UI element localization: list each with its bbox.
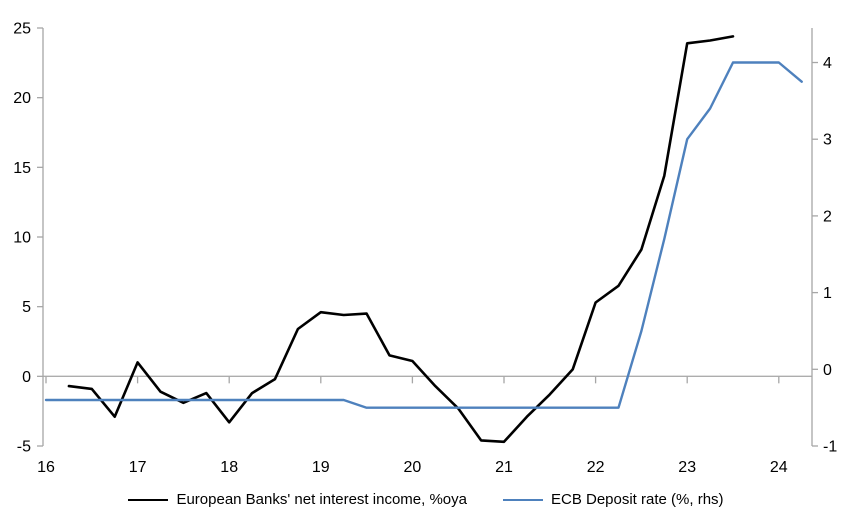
x-axis-tick-label: 18	[220, 459, 238, 476]
deposit-rate-line	[44, 61, 803, 409]
x-axis-tick-label: 23	[678, 459, 696, 476]
legend-item-net-interest-income: European Banks' net interest income, %oy…	[128, 491, 467, 508]
x-axis-tick-label: 24	[770, 459, 788, 476]
left-axis-tick-label: 20	[13, 90, 31, 107]
right-axis-tick-label: -1	[823, 439, 837, 456]
right-axis-tick-label: 4	[823, 55, 832, 72]
left-axis-tick-label: 5	[22, 299, 31, 316]
left-axis-tick-label: 0	[22, 369, 31, 386]
right-axis-tick-label: 1	[823, 285, 832, 302]
deposit-rate-line-swatch	[502, 498, 543, 501]
net-interest-income-line-swatch	[128, 498, 169, 501]
left-axis-tick-label: 15	[13, 160, 31, 177]
x-axis-tick-label: 19	[312, 459, 330, 476]
net-interest-income-line	[67, 35, 735, 444]
right-axis-tick-label: 2	[823, 208, 832, 225]
net-interest-income-legend-label: European Banks' net interest income, %oy…	[176, 491, 467, 508]
x-axis-tick-label: 20	[404, 459, 422, 476]
left-axis-tick-label: 10	[13, 230, 31, 247]
x-axis-tick-label: 17	[129, 459, 147, 476]
left-axis-tick-label: 25	[13, 21, 31, 38]
legend: European Banks' net interest income, %oy…	[0, 491, 852, 508]
x-axis-tick-label: 21	[495, 459, 513, 476]
x-axis-tick-label: 22	[587, 459, 605, 476]
legend-item-deposit-rate: ECB Deposit rate (%, rhs)	[502, 491, 724, 508]
right-axis-tick-label: 3	[823, 132, 832, 149]
left-axis-tick-label: -5	[17, 439, 31, 456]
right-axis-tick-label: 0	[823, 362, 832, 379]
x-axis-tick-label: 16	[37, 459, 55, 476]
deposit-rate-legend-label: ECB Deposit rate (%, rhs)	[550, 491, 724, 508]
